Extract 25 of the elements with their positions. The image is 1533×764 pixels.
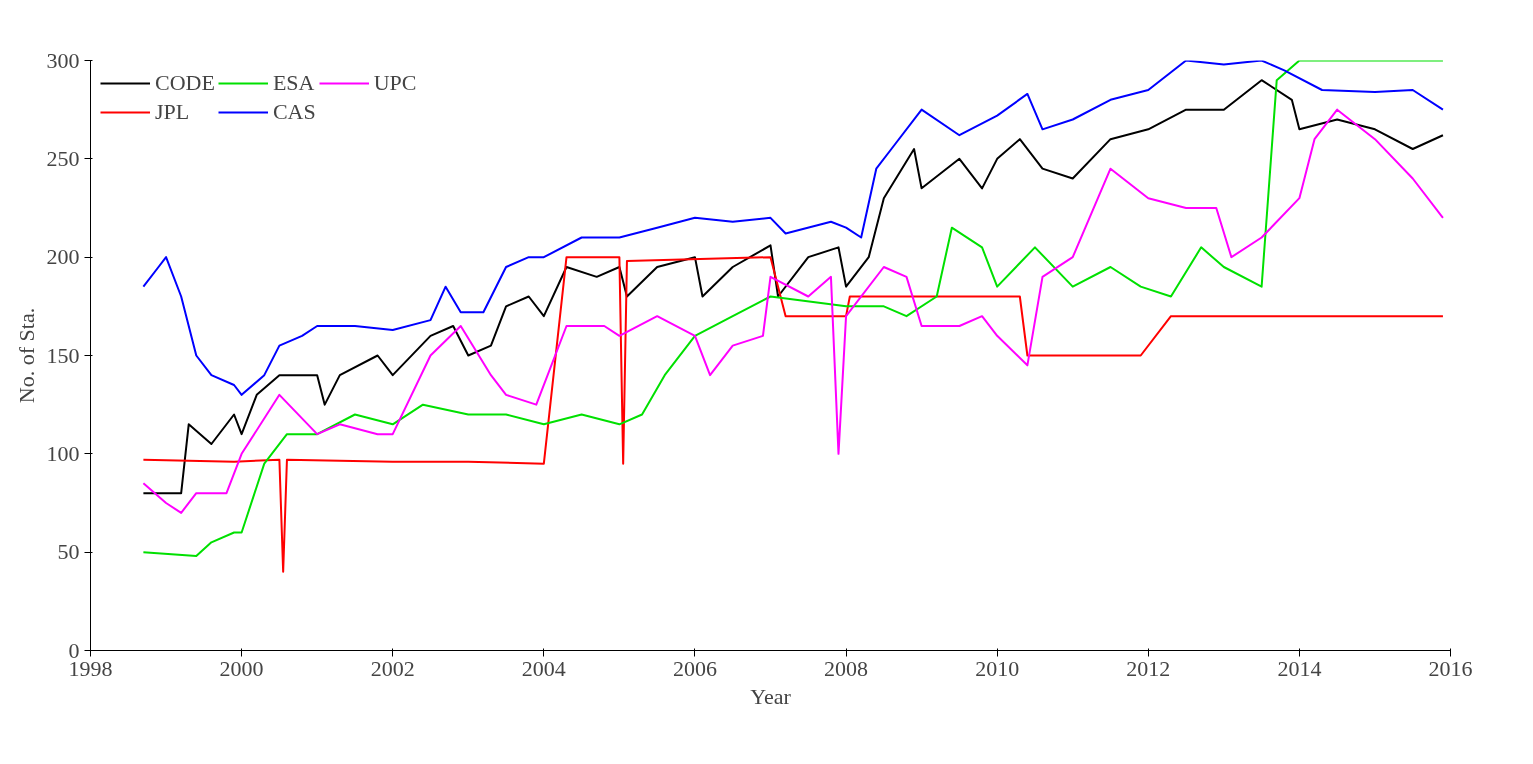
x-tick-label: 2006 [672, 655, 717, 681]
legend-label: JPL [155, 99, 190, 125]
y-tick-label: 300 [46, 47, 80, 73]
legend-label: CAS [272, 99, 316, 125]
legend-label: CODE [155, 70, 215, 96]
y-axis-title: No. of Sta. [13, 307, 39, 404]
x-tick-label: 2016 [1428, 655, 1473, 681]
x-tick-label: 2004 [521, 655, 566, 681]
line-series [142, 256, 1444, 573]
y-tick-label: 200 [46, 244, 80, 270]
x-tick-label: 2002 [370, 655, 415, 681]
x-tick-label: 2014 [1277, 655, 1322, 681]
x-tick-label: 2008 [824, 655, 869, 681]
line-series [142, 60, 1444, 558]
x-axis-title: Year [750, 683, 792, 709]
x-tick-label: 2010 [975, 655, 1020, 681]
x-tick-label: 2012 [1126, 655, 1171, 681]
legend-label: UPC [373, 70, 417, 96]
y-tick-label: 100 [46, 440, 80, 466]
y-tick-label: 50 [57, 539, 80, 565]
y-tick-label: 150 [46, 342, 80, 368]
y-tick-label: 250 [46, 145, 80, 171]
line-series [142, 60, 1444, 396]
legend-label: ESA [272, 70, 315, 96]
x-tick-label: 2000 [219, 655, 264, 681]
